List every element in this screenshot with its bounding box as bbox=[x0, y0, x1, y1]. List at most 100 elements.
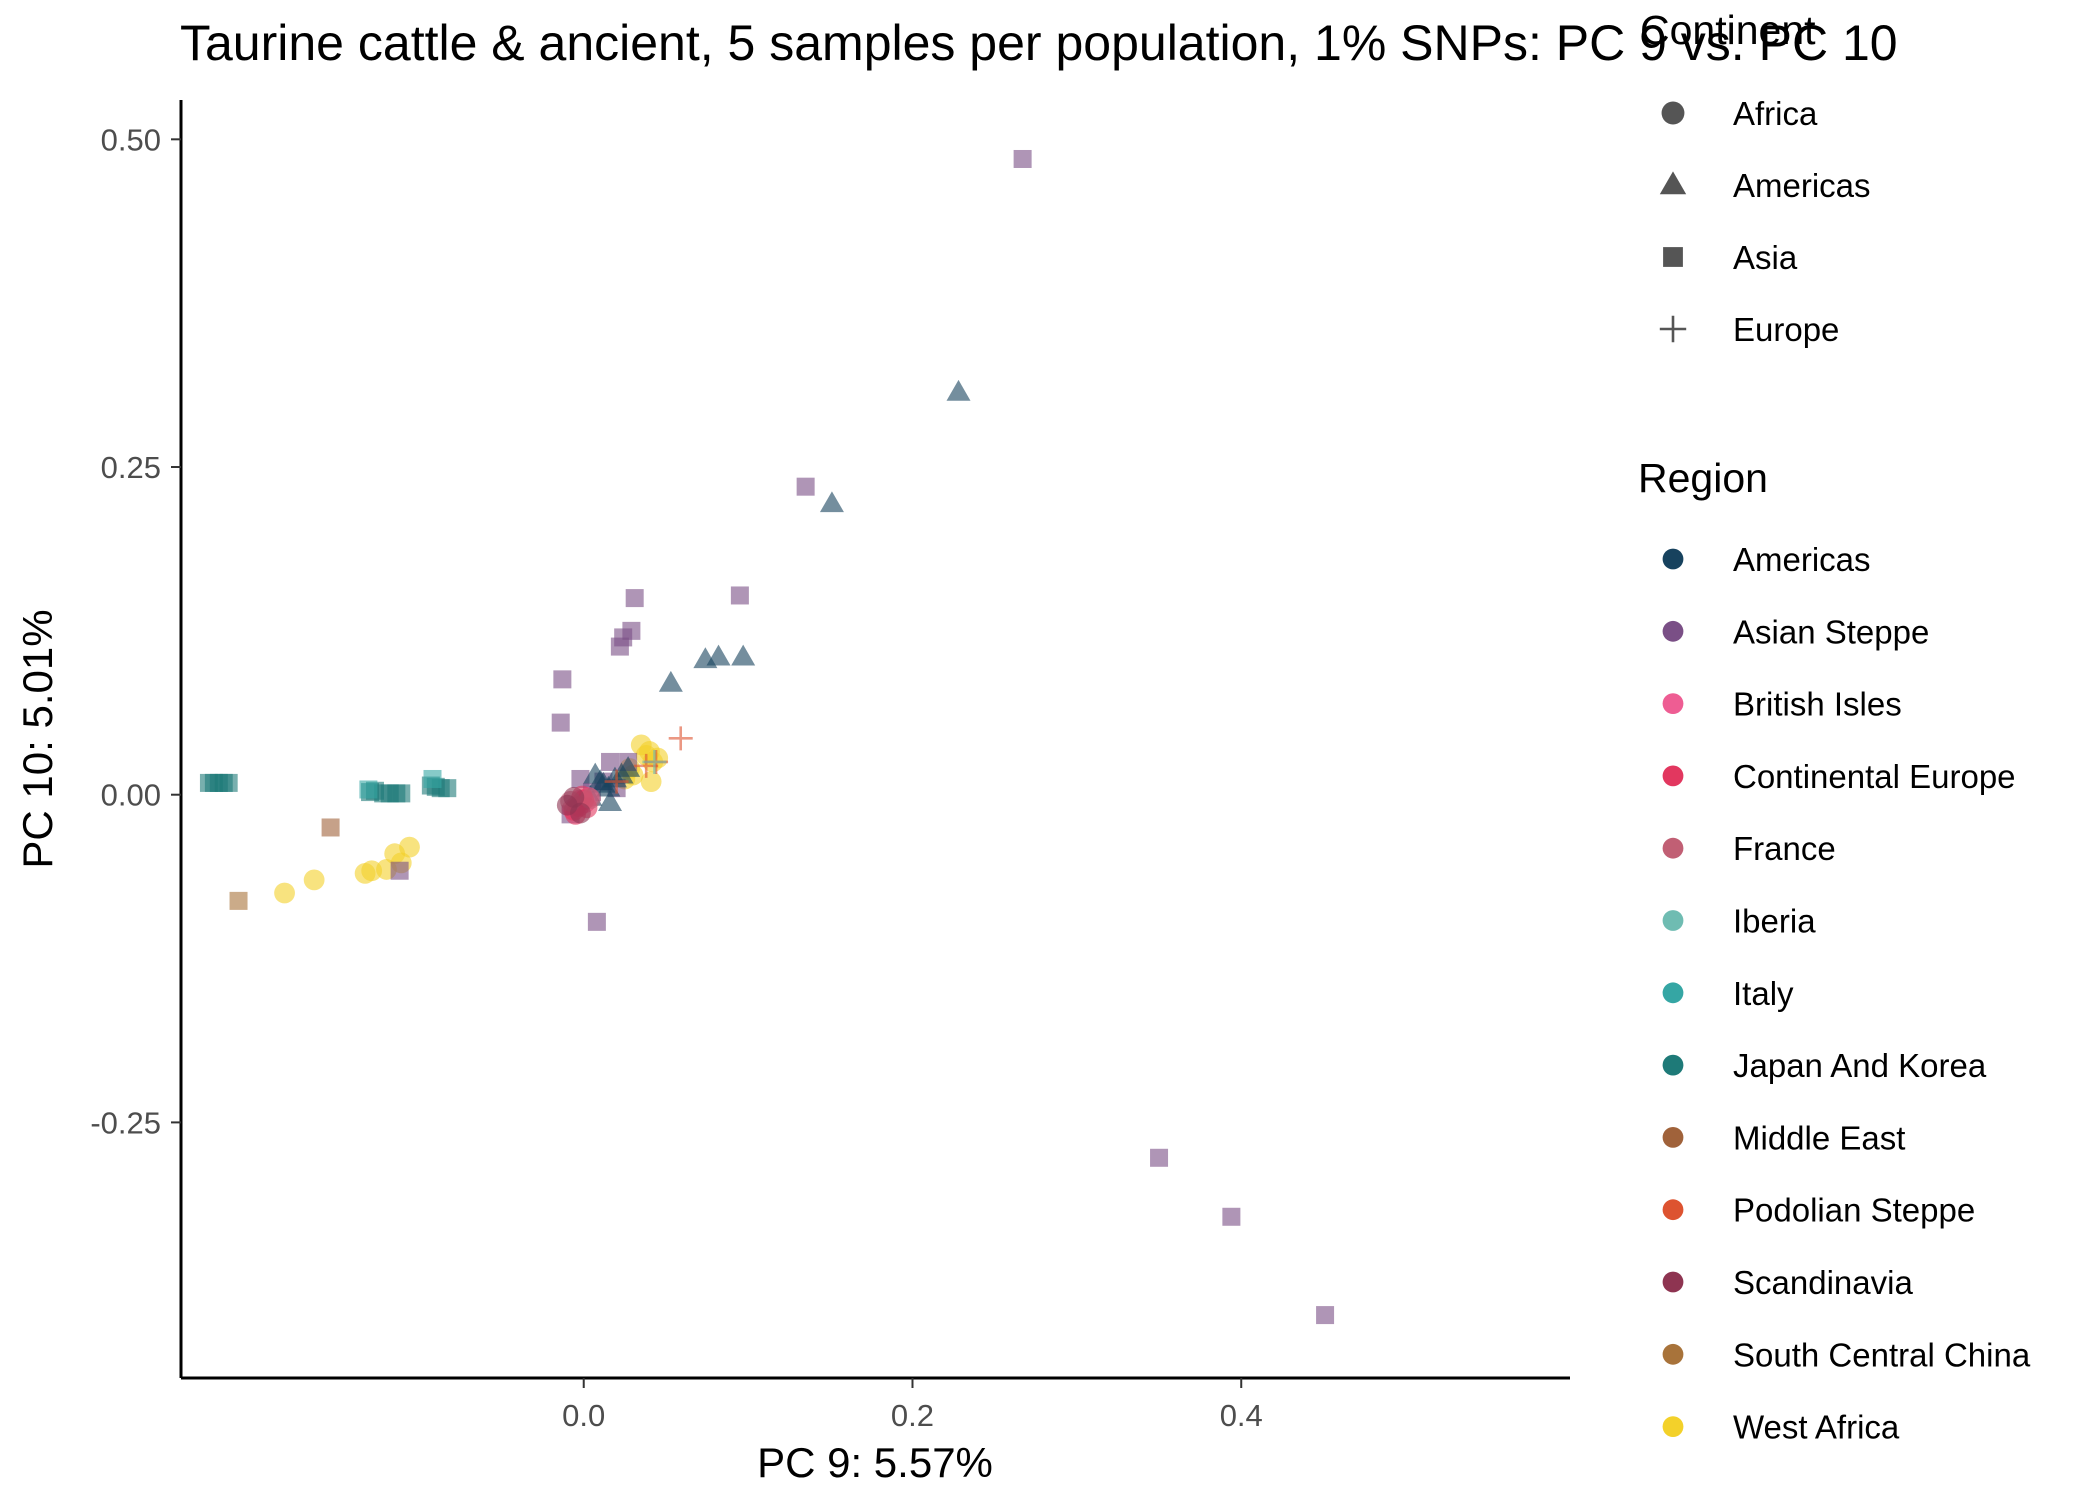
legend-label: Asian Steppe bbox=[1733, 613, 1929, 650]
legend-key-dot bbox=[1662, 765, 1684, 787]
legend-continent-title: Continent bbox=[1640, 7, 1816, 53]
legend-item-asian-steppe: Asian Steppe bbox=[1662, 613, 1929, 650]
legend-item-west-africa: West Africa bbox=[1662, 1409, 1900, 1446]
legend-key-circle bbox=[1661, 101, 1685, 125]
data-point bbox=[616, 756, 641, 777]
legend-region-title: Region bbox=[1638, 455, 1768, 501]
legend-item-europe: Europe bbox=[1659, 311, 1839, 348]
data-point bbox=[390, 861, 409, 880]
data-point bbox=[598, 790, 623, 811]
legend-key-dot bbox=[1662, 1054, 1684, 1076]
plot-area bbox=[199, 149, 1335, 1325]
x-tick-label: 0.4 bbox=[1220, 1398, 1263, 1433]
data-point bbox=[1316, 1306, 1335, 1325]
legend-label: Continental Europe bbox=[1733, 758, 2016, 795]
data-point bbox=[423, 769, 442, 788]
x-axis-title: PC 9: 5.57% bbox=[757, 1439, 993, 1486]
legend-label: Iberia bbox=[1733, 903, 1816, 940]
data-point bbox=[587, 912, 606, 931]
legend: Continent Africa Americas Asia Europe Region A… bbox=[1638, 7, 2031, 1446]
legend-label: Asia bbox=[1733, 239, 1798, 276]
series-japan-and-korea bbox=[199, 773, 457, 803]
data-point bbox=[229, 891, 248, 910]
legend-label: Africa bbox=[1733, 95, 1818, 132]
legend-item-continental-europe: Continental Europe bbox=[1662, 758, 2016, 795]
x-tick-label: 0.0 bbox=[562, 1398, 605, 1433]
legend-label: Italy bbox=[1733, 975, 1794, 1012]
series-italy bbox=[359, 769, 442, 799]
data-point bbox=[321, 818, 340, 837]
legend-item-british-isles: British Isles bbox=[1662, 686, 1902, 723]
data-point bbox=[819, 491, 844, 513]
legend-item-middle-east: Middle East bbox=[1662, 1119, 1905, 1156]
legend-key-dot bbox=[1662, 548, 1684, 570]
data-point bbox=[625, 589, 644, 608]
legend-label: Japan And Korea bbox=[1733, 1047, 1987, 1084]
data-point bbox=[610, 637, 629, 656]
data-point bbox=[438, 779, 457, 798]
legend-key-dot bbox=[1662, 1199, 1684, 1221]
legend-key-dot bbox=[1662, 693, 1684, 714]
legend-label: Americas bbox=[1733, 167, 1871, 204]
legend-key-dot bbox=[1662, 1127, 1684, 1148]
legend-label: Podolian Steppe bbox=[1733, 1192, 1975, 1229]
data-point bbox=[392, 784, 411, 803]
legend-label: Europe bbox=[1733, 311, 1839, 348]
legend-item-south-central-china: South Central China bbox=[1662, 1336, 2031, 1373]
data-point bbox=[640, 771, 662, 792]
legend-label: West Africa bbox=[1733, 1409, 1900, 1446]
series-south-central-china bbox=[229, 891, 248, 910]
data-point bbox=[642, 749, 667, 774]
series-iberia bbox=[642, 749, 667, 774]
x-tick-label: 0.2 bbox=[891, 1398, 934, 1433]
series-scandinavia bbox=[556, 786, 591, 824]
series-asian-steppe bbox=[390, 149, 1335, 1325]
data-point bbox=[399, 836, 420, 858]
data-point bbox=[219, 773, 238, 792]
data-point bbox=[551, 713, 570, 732]
legend-key-plus bbox=[1659, 315, 1687, 343]
data-point bbox=[303, 869, 325, 891]
legend-key-dot bbox=[1662, 1343, 1684, 1365]
legend-label: France bbox=[1733, 830, 1836, 867]
data-point bbox=[796, 477, 815, 496]
data-point bbox=[693, 647, 718, 669]
legend-item-africa: Africa bbox=[1661, 95, 1818, 132]
data-point bbox=[563, 786, 585, 808]
legend-item-italy: Italy bbox=[1662, 975, 1794, 1012]
data-point bbox=[1222, 1207, 1241, 1226]
data-point bbox=[668, 726, 693, 751]
y-tick-label: 0.00 bbox=[101, 778, 161, 813]
legend-item-americas: Americas bbox=[1659, 167, 1871, 204]
legend-label: Scandinavia bbox=[1733, 1264, 1913, 1301]
y-axis-ticks: 0.50 0.25 0.00 -0.25 bbox=[90, 122, 181, 1140]
y-tick-label: -0.25 bbox=[90, 1105, 161, 1140]
data-point bbox=[601, 752, 620, 771]
y-tick-label: 0.50 bbox=[101, 122, 161, 157]
x-axis-ticks: 0.0 0.2 0.4 bbox=[562, 1378, 1263, 1433]
chart-title: Taurine cattle & ancient, 5 samples per … bbox=[180, 15, 1898, 71]
legend-item-americas: Americas bbox=[1662, 541, 1871, 578]
legend-item-japan-and-korea: Japan And Korea bbox=[1662, 1047, 1987, 1084]
legend-key-square bbox=[1663, 247, 1683, 267]
legend-region: Region Americas Asian Steppe British Isles C… bbox=[1638, 455, 2031, 1446]
y-tick-label: 0.25 bbox=[101, 450, 161, 485]
data-point bbox=[553, 670, 572, 689]
series-middle-east bbox=[321, 818, 340, 837]
legend-key-dot bbox=[1662, 982, 1684, 1004]
data-point bbox=[1150, 1148, 1169, 1167]
legend-label: South Central China bbox=[1733, 1336, 2031, 1373]
data-point bbox=[591, 771, 616, 793]
data-point bbox=[359, 780, 378, 799]
legend-key-dot bbox=[1662, 910, 1684, 931]
data-point bbox=[570, 802, 591, 824]
legend-label: Americas bbox=[1733, 541, 1871, 578]
legend-continent: Continent Africa Americas Asia Europe bbox=[1640, 7, 1871, 348]
legend-item-iberia: Iberia bbox=[1662, 903, 1816, 940]
legend-key-dot bbox=[1662, 1416, 1684, 1437]
data-point bbox=[274, 882, 295, 904]
y-axis-title: PC 10: 5.01% bbox=[14, 609, 61, 868]
legend-item-france: France bbox=[1662, 830, 1836, 867]
data-point bbox=[731, 644, 756, 666]
legend-key-dot bbox=[1662, 837, 1684, 859]
